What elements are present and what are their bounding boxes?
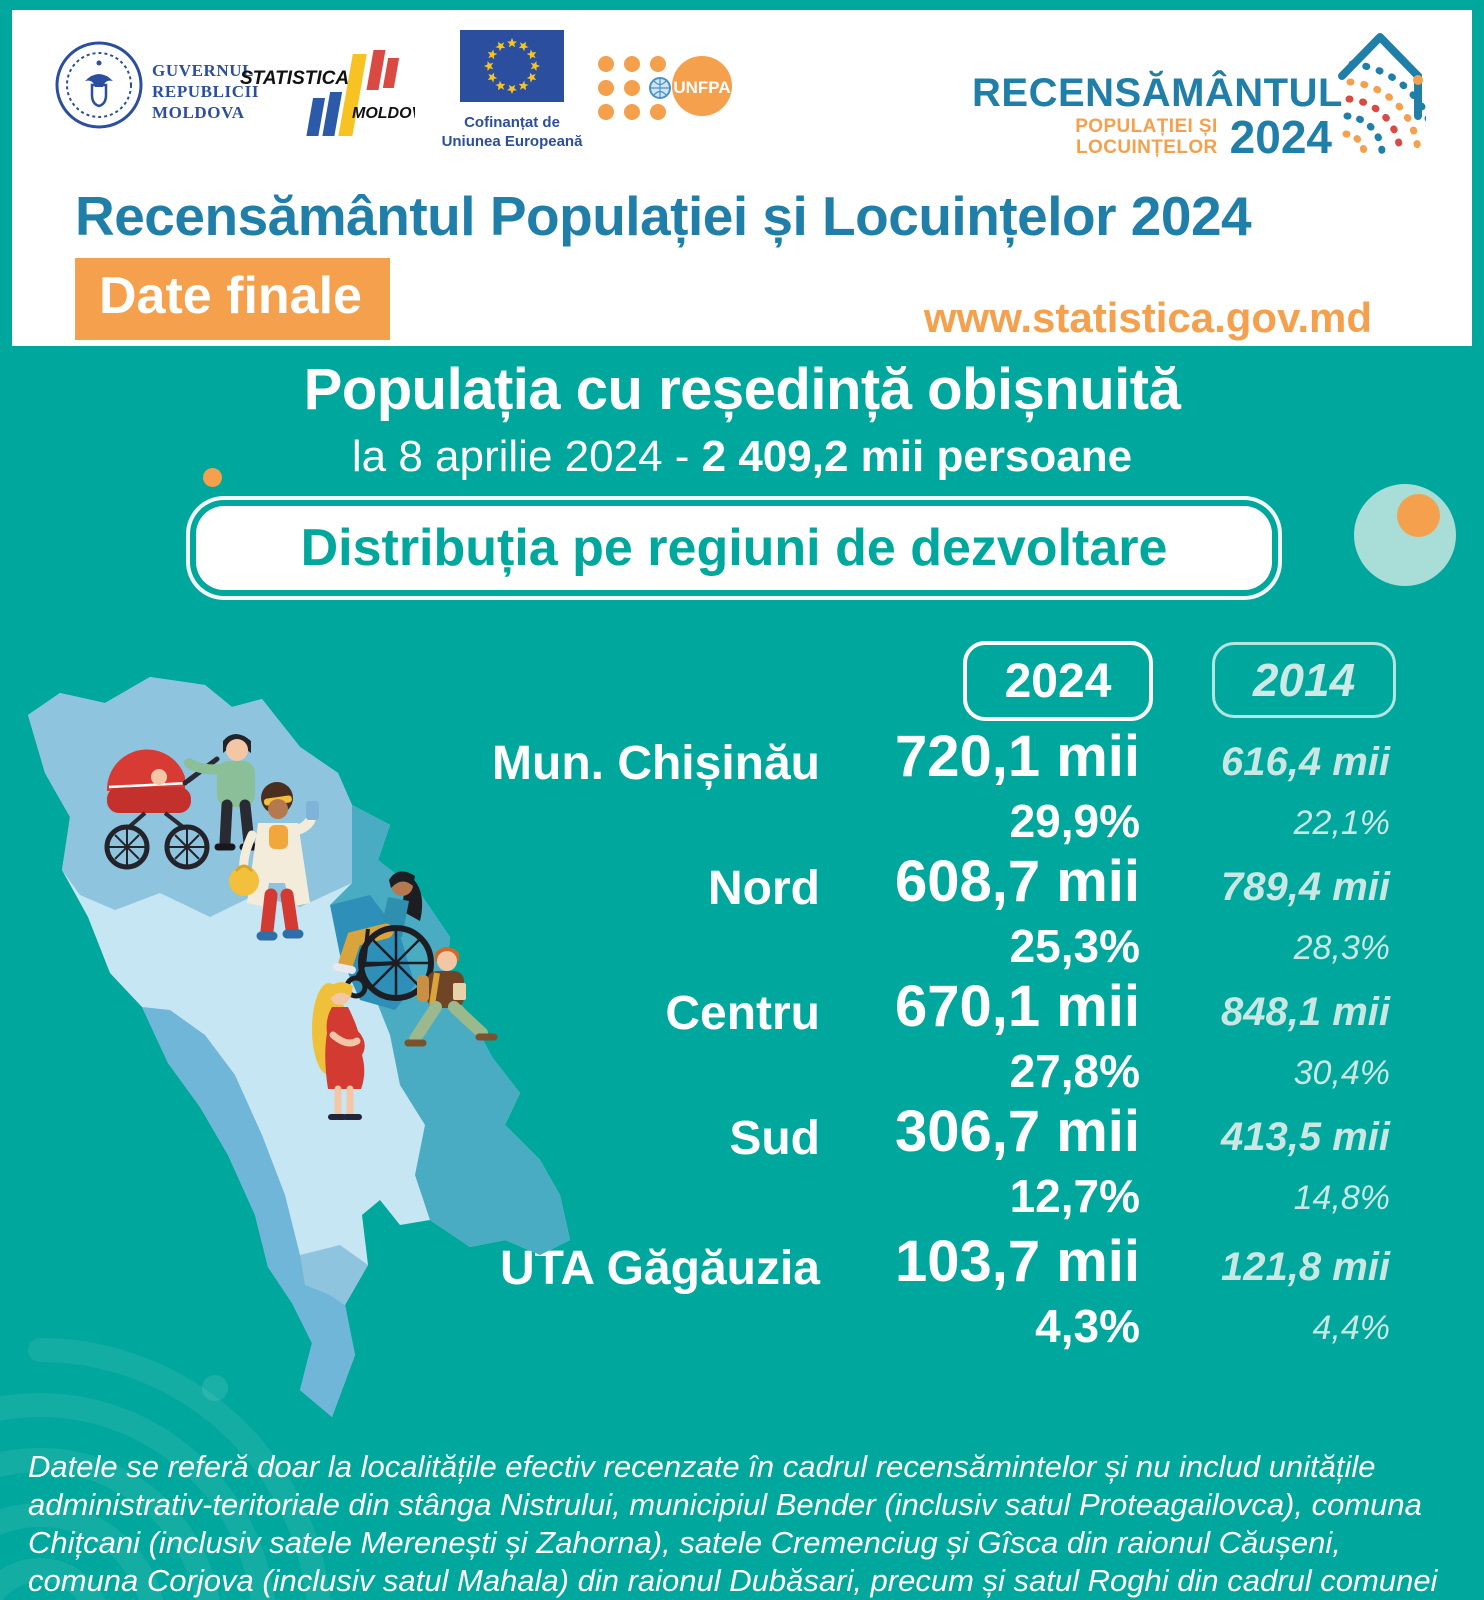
region-label: UTA Găgăuzia — [499, 1242, 820, 1295]
statistica-moldovei-logo: STATISTICA MOLDOVEI — [240, 50, 415, 136]
region-label: Centru — [665, 987, 820, 1040]
value-2014: 848,1 mii 30,4% — [1221, 992, 1390, 1093]
table-row: Nord 608,7 mii 25,3% 789,4 mii 28,3% — [0, 853, 1390, 975]
woman-with-bag-illustration — [229, 782, 319, 941]
final-data-badge: Date finale — [75, 258, 390, 340]
distribution-pill-title: Distribuția pe regiuni de dezvoltare — [196, 506, 1272, 590]
region-label: Mun. Chișinău — [492, 737, 820, 790]
value-2024: 670,1 mii 27,8% — [895, 978, 1140, 1098]
decorative-orange-circle — [1397, 494, 1440, 537]
value-2014: 616,4 mii 22,1% — [1221, 742, 1390, 843]
moldova-map-illustration — [28, 677, 570, 1417]
walking-man-illustration — [404, 947, 498, 1047]
subheading-total-population: 2 409,2 mii persoane — [701, 432, 1133, 481]
column-badge-2014: 2014 — [1212, 642, 1396, 718]
population-2024: 608,7 mii — [894, 849, 1140, 914]
percent-2014: 28,3% — [1293, 929, 1390, 967]
census-2024-logo-text: RECENSĂMÂNTUL POPULAȚIEI ȘI LOCUINȚELOR … — [972, 71, 1343, 163]
unfpa-text: UNFPA — [673, 78, 730, 97]
percent-2024: 4,3% — [1035, 1300, 1140, 1352]
orange-bullet-dot — [203, 468, 222, 487]
statistica-url-link[interactable]: www.statistica.gov.md — [923, 294, 1372, 341]
eu-cofinanced-line1: Cofinanțat de — [464, 114, 560, 131]
fingerprint-decoration — [0, 1338, 331, 1600]
population-2014: 616,4 mii — [1220, 740, 1390, 784]
parent-with-stroller-illustration — [104, 734, 261, 870]
percent-2024: 25,3% — [1009, 920, 1140, 972]
map-region-sud — [142, 1007, 355, 1417]
census-logo-sub2: LOCUINȚELOR — [1076, 137, 1218, 158]
eu-cofinanced-block: Cofinanțat de Uniunea Europeană — [437, 30, 587, 151]
table-row: UTA Găgăuzia 103,7 mii 4,3% 121,8 mii 4,… — [0, 1233, 1390, 1355]
table-row: Mun. Chișinău 720,1 mii 29,9% 616,4 mii … — [0, 728, 1390, 850]
population-2024: 103,7 mii — [894, 1229, 1140, 1294]
value-2014: 121,8 mii 4,4% — [1221, 1247, 1390, 1348]
percent-2014: 14,8% — [1293, 1179, 1390, 1217]
map-region-center-patch — [330, 895, 415, 1010]
subheading-date: la 8 aprilie 2024 - — [351, 432, 702, 481]
footnote-text: Datele se referă doar la localitățile ef… — [28, 1449, 1438, 1599]
percent-2024: 29,9% — [1009, 795, 1140, 847]
census-house-icon — [1338, 33, 1426, 158]
population-2014: 789,4 mii — [1220, 865, 1390, 909]
government-logo-text: GUVERNUL REPUBLICII MOLDOVA — [152, 60, 259, 123]
page-title: Recensământul Populației și Locuințelor … — [75, 185, 1252, 247]
moldova-government-seal-logo — [55, 41, 143, 129]
percent-2014: 4,4% — [1312, 1309, 1391, 1347]
percent-2014: 30,4% — [1293, 1054, 1390, 1092]
gov-line3: MOLDOVA — [152, 103, 245, 122]
column-badge-2024: 2024 — [963, 641, 1153, 721]
value-2014: 413,5 mii 14,8% — [1221, 1117, 1390, 1218]
gov-line2: REPUBLICII — [152, 82, 260, 101]
eu-flag-icon — [460, 30, 564, 102]
census-logo-title: RECENSĂMÂNTUL — [972, 71, 1343, 115]
census-logo-year: 2024 — [1229, 111, 1332, 163]
section-subheading: la 8 aprilie 2024 - 2 409,2 mii persoane — [0, 432, 1484, 482]
population-2024: 670,1 mii — [894, 974, 1140, 1039]
eu-cofinanced-line2: Uniunea Europeană — [441, 133, 583, 150]
section-heading: Populația cu reședință obișnuită — [303, 357, 1181, 422]
value-2024: 720,1 mii 29,9% — [895, 728, 1140, 848]
value-2024: 608,7 mii 25,3% — [895, 853, 1140, 973]
table-row: Centru 670,1 mii 27,8% 848,1 mii 30,4% — [0, 978, 1390, 1100]
moldovei-text: MOLDOVEI — [352, 105, 415, 122]
map-region-nord — [28, 677, 390, 917]
header-panel: GUVERNUL REPUBLICII MOLDOVA STATISTICA M… — [12, 10, 1472, 346]
unfpa-logo: UNFPA — [598, 56, 732, 120]
gov-line1: GUVERNUL — [152, 61, 255, 80]
pregnant-woman-illustration — [312, 982, 365, 1120]
table-row: Sud 306,7 mii 12,7% 413,5 mii 14,8% — [0, 1103, 1390, 1225]
value-2014: 789,4 mii 28,3% — [1221, 867, 1390, 968]
population-2024: 306,7 mii — [894, 1099, 1140, 1164]
population-2014: 121,8 mii — [1220, 1245, 1390, 1289]
statistica-text: STATISTICA — [240, 68, 349, 89]
population-2014: 848,1 mii — [1220, 990, 1390, 1034]
population-2014: 413,5 mii — [1220, 1115, 1390, 1159]
value-2024: 306,7 mii 12,7% — [895, 1103, 1140, 1223]
population-2024: 720,1 mii — [894, 724, 1140, 789]
region-label: Nord — [708, 862, 820, 915]
value-2024: 103,7 mii 4,3% — [895, 1233, 1140, 1353]
percent-2024: 12,7% — [1009, 1170, 1140, 1222]
census-logo-sub1: POPULAȚIEI ȘI — [1075, 116, 1218, 137]
percent-2014: 22,1% — [1293, 804, 1390, 842]
percent-2024: 27,8% — [1009, 1045, 1140, 1097]
region-label: Sud — [729, 1112, 820, 1165]
map-region-gagauzia — [300, 1245, 368, 1305]
